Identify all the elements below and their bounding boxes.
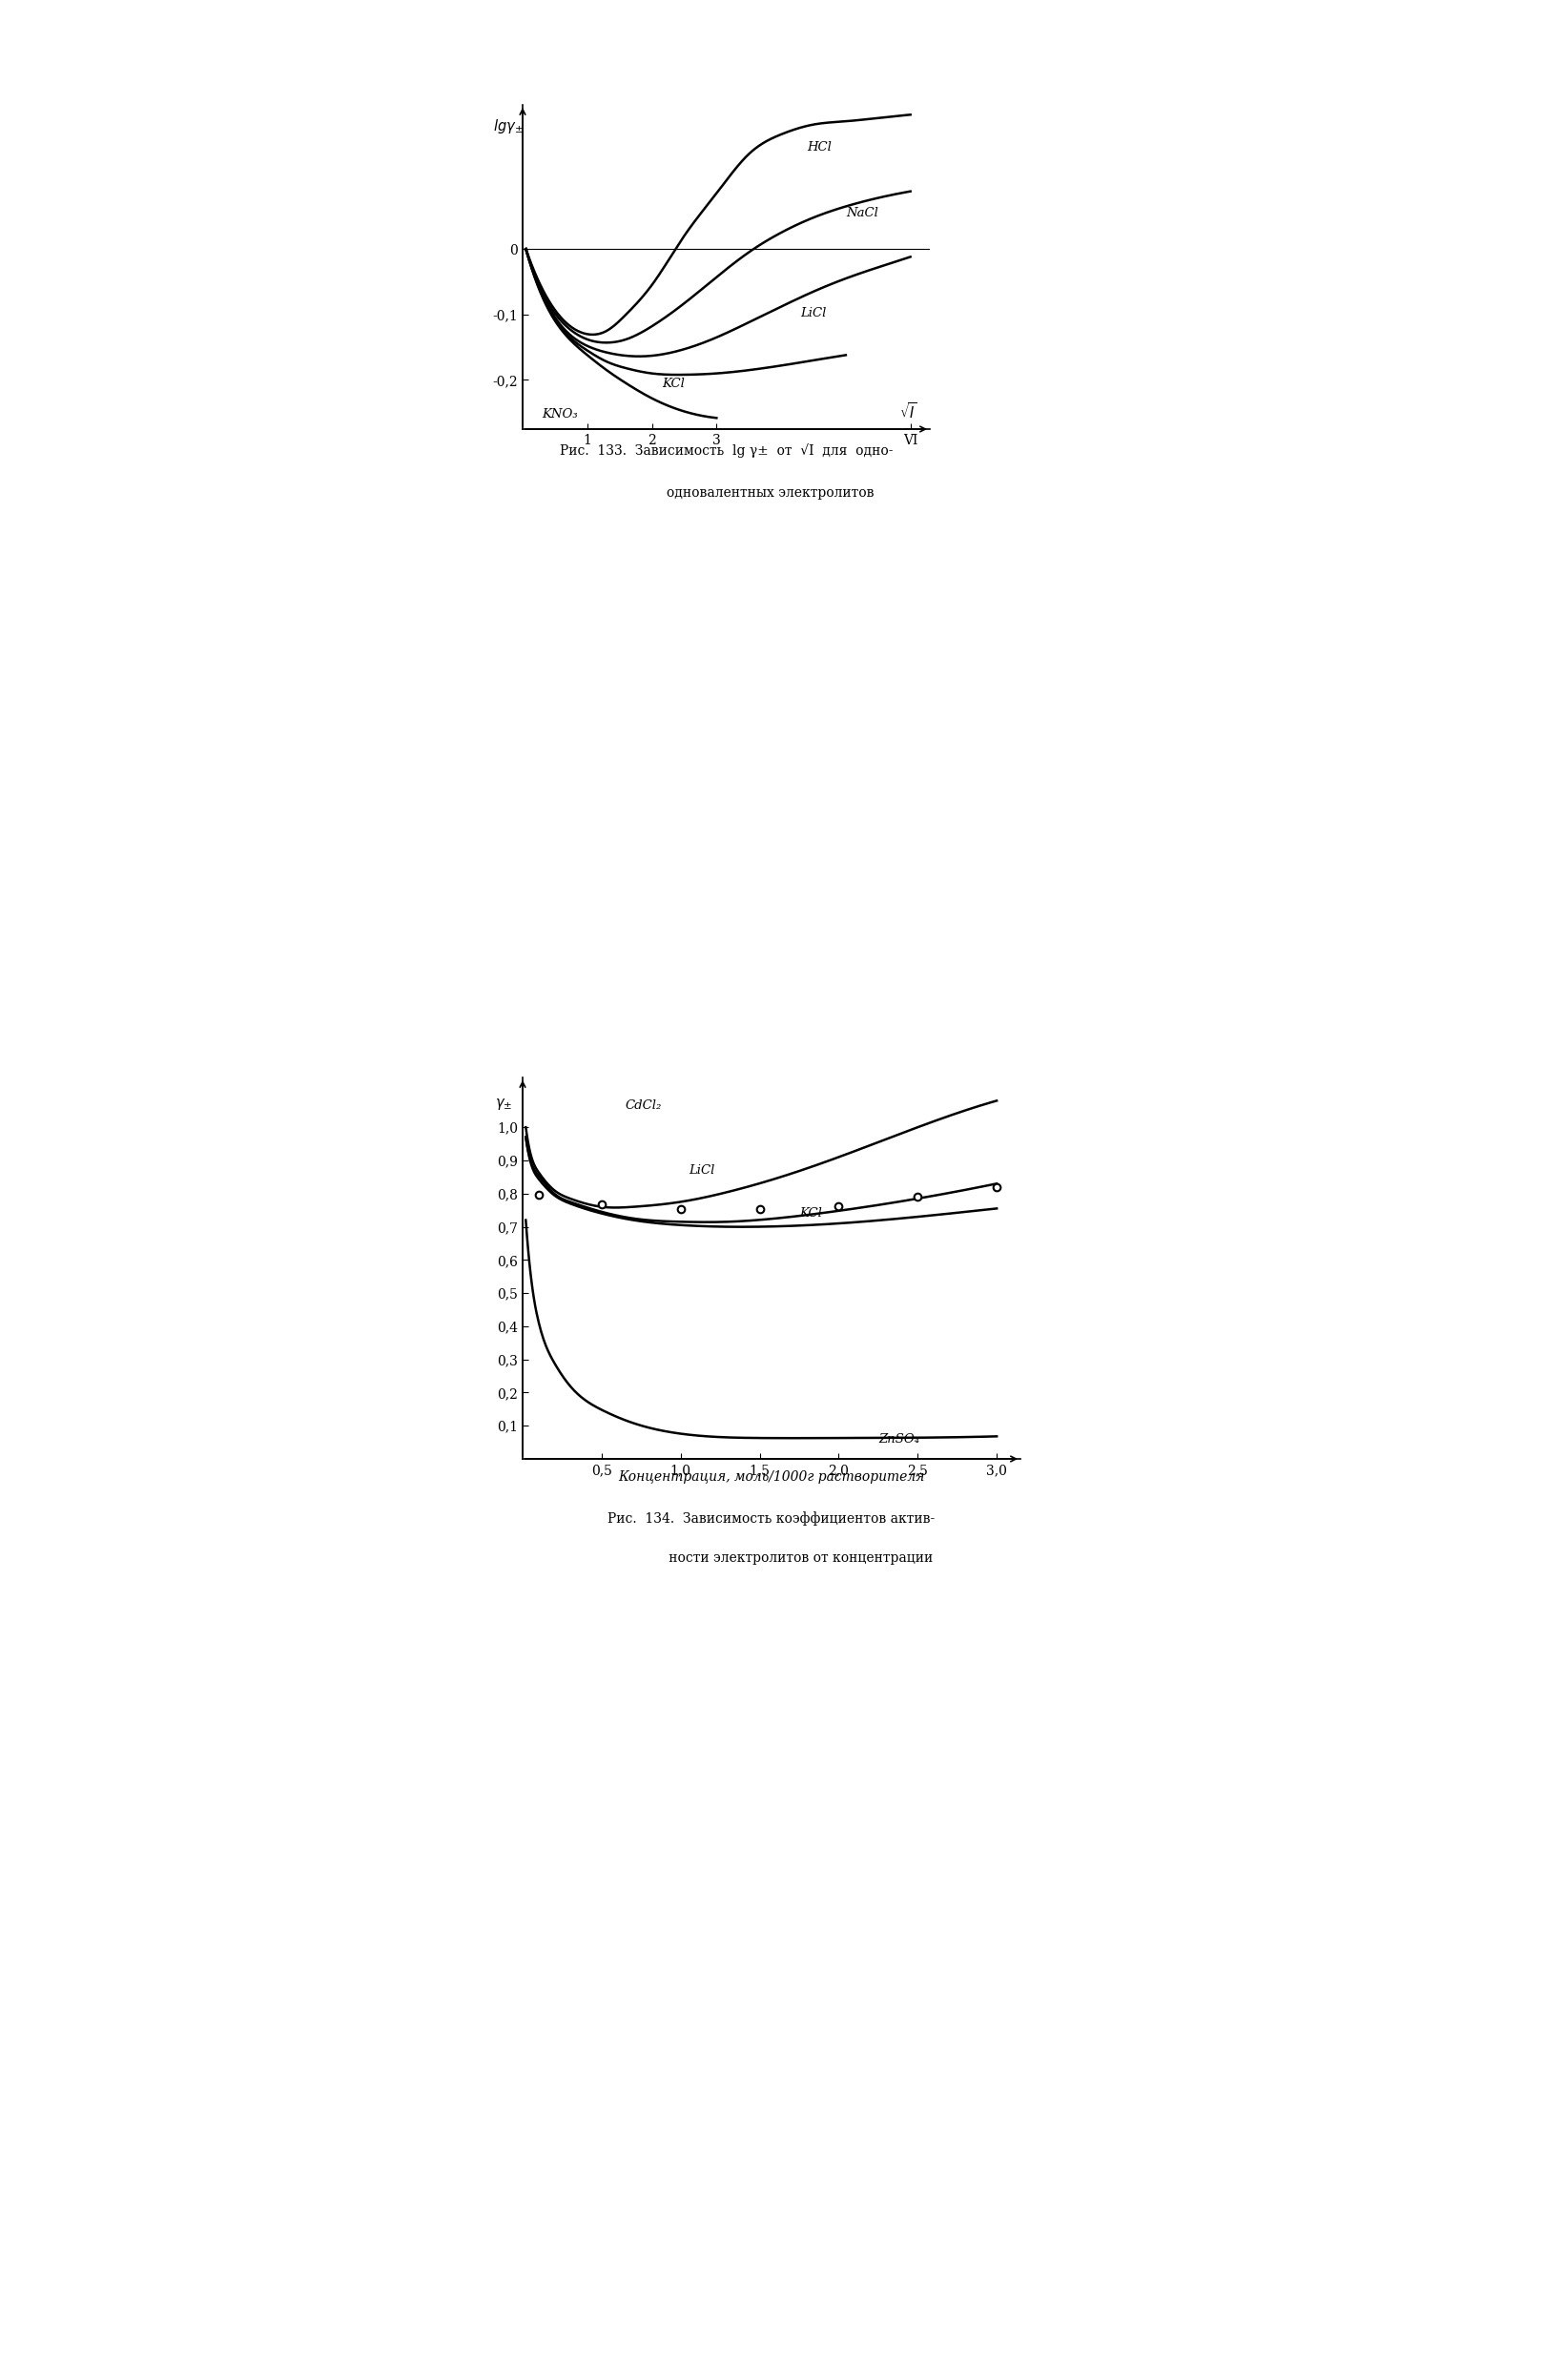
Text: KCl: KCl bbox=[661, 378, 684, 390]
Text: одновалентных электролитов: одновалентных электролитов bbox=[579, 486, 874, 500]
Text: Концентрация, моль/1000г растворителя: Концентрация, моль/1000г растворителя bbox=[618, 1471, 925, 1485]
Text: LiCl: LiCl bbox=[689, 1164, 715, 1176]
Text: $\gamma_{\pm}$: $\gamma_{\pm}$ bbox=[496, 1097, 513, 1111]
Text: ности электролитов от концентрации: ности электролитов от концентрации bbox=[610, 1552, 933, 1566]
Text: NaCl: NaCl bbox=[846, 207, 879, 219]
Text: KCl: KCl bbox=[800, 1207, 821, 1219]
Text: $lg\gamma_{\pm}$: $lg\gamma_{\pm}$ bbox=[494, 117, 523, 136]
Text: HCl: HCl bbox=[808, 140, 832, 155]
Text: $\sqrt{I}$: $\sqrt{I}$ bbox=[900, 402, 917, 421]
Text: KNO₃: KNO₃ bbox=[542, 409, 577, 421]
Text: LiCl: LiCl bbox=[800, 307, 826, 319]
Text: Рис.  133.  Зависимость  lg γ±  от  √I  для  одно-: Рис. 133. Зависимость lg γ± от √I для од… bbox=[559, 443, 892, 457]
Text: ZnSO₄: ZnSO₄ bbox=[879, 1433, 919, 1447]
Text: CdCl₂: CdCl₂ bbox=[625, 1100, 662, 1111]
Text: Рис.  134.  Зависимость коэффициентов актив-: Рис. 134. Зависимость коэффициентов акти… bbox=[608, 1511, 936, 1526]
